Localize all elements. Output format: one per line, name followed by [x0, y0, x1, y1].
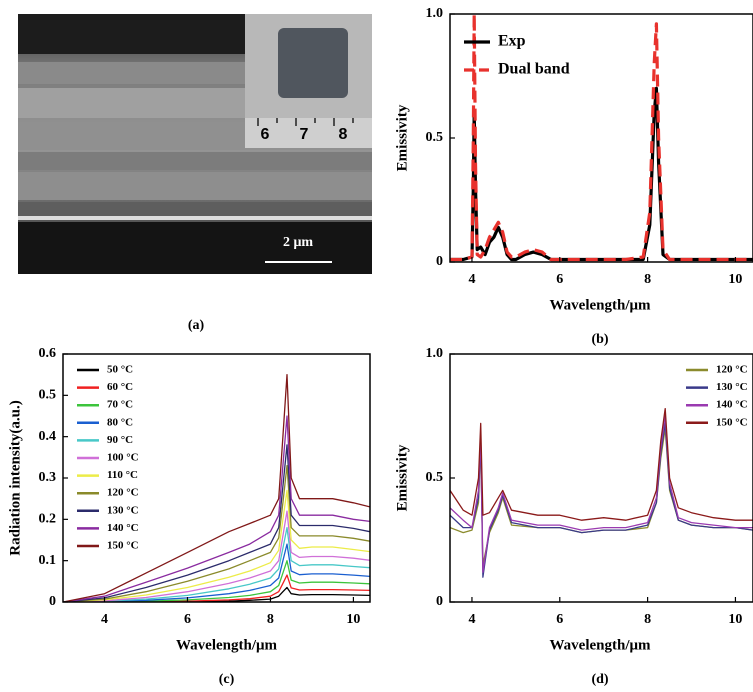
legend-label: 50 °C	[107, 364, 133, 376]
legend-label: 140 °C	[107, 522, 139, 534]
x-tick-label: 8	[267, 612, 274, 627]
legend-label: 120 °C	[107, 487, 139, 499]
x-axis-title: Wavelength/μm	[549, 637, 651, 653]
ruler	[245, 118, 372, 148]
data-line	[63, 374, 370, 602]
legend-label: 110 °C	[107, 469, 138, 481]
legend-label: 60 °C	[107, 381, 133, 393]
axes-frame	[449, 353, 753, 603]
x-tick-label: 6	[184, 612, 191, 627]
y-tick-label: 1.0	[426, 346, 444, 361]
data-line	[63, 510, 370, 602]
data-line	[450, 422, 753, 578]
sem-band	[18, 222, 372, 274]
y-tick-label: 1.0	[426, 6, 444, 21]
legend-label: 150 °C	[107, 540, 139, 552]
data-line	[450, 415, 753, 573]
panel-label: (b)	[591, 332, 608, 347]
y-tick-label: 0.5	[426, 130, 444, 145]
y-tick-label: 0.2	[39, 512, 57, 527]
legend-label: 130 °C	[107, 504, 139, 516]
sem-band	[18, 216, 372, 220]
legend-label: 120 °C	[716, 364, 748, 376]
x-tick-label: 4	[101, 612, 108, 627]
y-tick-label: 0.3	[39, 470, 57, 485]
x-tick-label: 10	[728, 272, 742, 287]
sem-band	[18, 172, 372, 200]
ruler-label: 7	[300, 126, 309, 143]
data-line	[63, 415, 370, 602]
sem-band	[18, 202, 372, 216]
x-tick-label: 4	[468, 272, 475, 287]
data-line	[63, 526, 370, 602]
y-tick-label: 0	[436, 594, 443, 609]
legend-label: Exp	[498, 33, 526, 50]
y-tick-label: 0.5	[426, 470, 444, 485]
ruler-label: 8	[339, 126, 348, 143]
y-axis-title: Emissivity	[394, 444, 410, 511]
data-line	[450, 407, 753, 521]
x-tick-label: 10	[728, 612, 742, 627]
plot-area	[450, 14, 753, 262]
ruler-ticks	[257, 118, 354, 126]
y-tick-label: 0.4	[39, 429, 57, 444]
x-tick-label: 4	[468, 612, 475, 627]
legend-label: 90 °C	[107, 434, 133, 446]
scale-bar-label: 2 μm	[283, 235, 313, 250]
x-tick-label: 8	[644, 612, 651, 627]
data-line	[63, 560, 370, 602]
x-tick-label: 8	[644, 272, 651, 287]
sample-chip	[278, 28, 348, 98]
data-line	[450, 86, 753, 262]
panel-label: (a)	[188, 318, 205, 333]
data-line	[63, 444, 370, 602]
x-axis-title: Wavelength/μm	[176, 637, 278, 653]
y-axis-title: Emissivity	[394, 104, 410, 171]
legend-label: Dual band	[498, 61, 570, 78]
x-tick-label: 6	[556, 612, 563, 627]
panel-label: (d)	[591, 672, 608, 687]
legend-label: 140 °C	[716, 399, 748, 411]
sem-panel: 6 7 8 2 μm (a)	[18, 14, 372, 333]
legend-label: 100 °C	[107, 452, 139, 464]
x-tick-label: 10	[346, 612, 360, 627]
y-axis-title: Radiation intensity(a.u.)	[7, 400, 23, 555]
y-tick-label: 0	[49, 594, 56, 609]
legend-label: 130 °C	[716, 381, 748, 393]
y-tick-label: 0	[436, 254, 443, 269]
y-tick-label: 0.1	[39, 553, 57, 568]
legend-label: 80 °C	[107, 416, 133, 428]
y-tick-label: 0.6	[39, 346, 57, 361]
data-line	[63, 489, 370, 602]
data-line	[63, 543, 370, 602]
legend-label: 150 °C	[716, 416, 748, 428]
sem-band	[18, 152, 372, 170]
data-line	[63, 464, 370, 602]
data-line	[450, 14, 753, 262]
x-tick-label: 6	[556, 272, 563, 287]
ruler-label: 6	[261, 126, 270, 143]
panel-label: (c)	[219, 672, 235, 687]
legend-label: 70 °C	[107, 399, 133, 411]
y-tick-label: 0.5	[39, 388, 57, 403]
x-axis-title: Wavelength/μm	[549, 297, 651, 313]
plot-area	[450, 407, 753, 578]
data-line	[450, 427, 753, 566]
